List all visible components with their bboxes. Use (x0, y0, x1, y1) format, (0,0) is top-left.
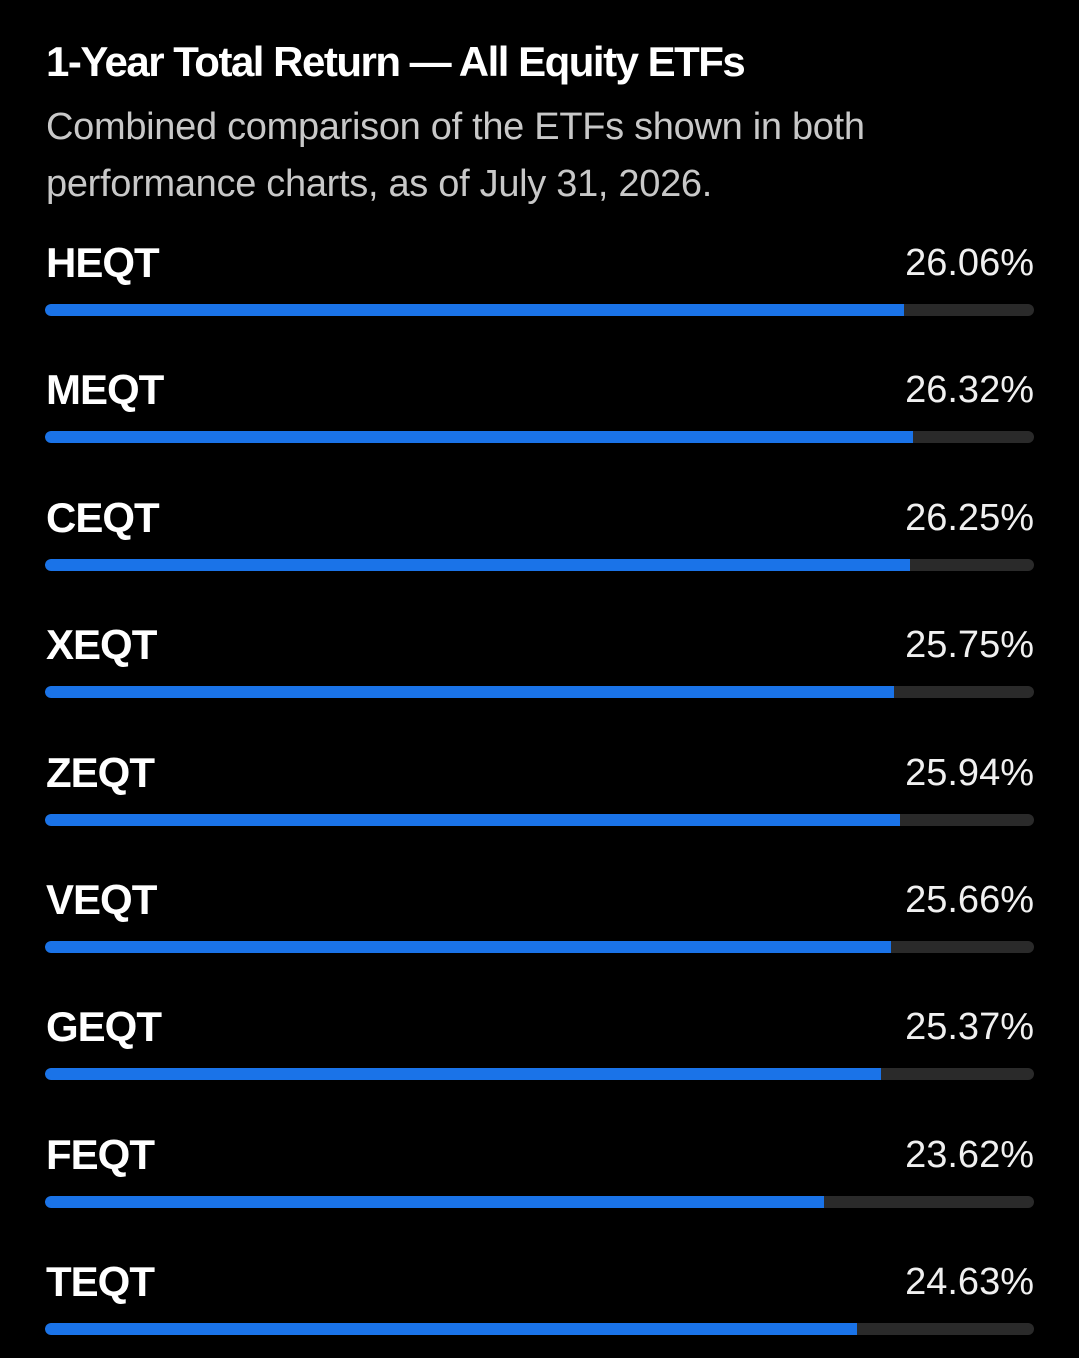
category-label: MEQT (46, 366, 164, 414)
bar (45, 431, 913, 444)
value-label: 23.62% (905, 1133, 1034, 1176)
category-label: VEQT (46, 876, 157, 923)
bar-track (45, 558, 1034, 571)
bar (45, 686, 894, 699)
value-label: 25.94% (905, 751, 1034, 794)
bar (45, 558, 911, 571)
category-label: FEQT (46, 1130, 155, 1178)
chart-title: 1-Year Total Return — All Equity ETFs (46, 38, 746, 85)
value-label: 24.63% (905, 1261, 1034, 1304)
category-label: ZEQT (46, 748, 155, 796)
bar-track (45, 304, 1034, 316)
value-label: 26.32% (905, 369, 1034, 412)
category-label: HEQT (46, 239, 160, 286)
chart-subtitle: Combined comparison of the ETFs shown in… (46, 106, 865, 205)
bar (45, 1323, 857, 1336)
bar-track (45, 1323, 1034, 1336)
value-label: 26.25% (905, 496, 1034, 539)
bar (45, 304, 905, 316)
bar-track (45, 431, 1034, 444)
category-label: GEQT (46, 1003, 162, 1051)
bar-track (45, 1068, 1034, 1081)
category-label: TEQT (46, 1258, 155, 1306)
bar (45, 1195, 824, 1208)
value-label: 25.37% (905, 1006, 1034, 1049)
bar-track (45, 813, 1034, 826)
value-label: 25.75% (905, 624, 1034, 667)
bar-track (45, 686, 1034, 699)
bar (45, 1068, 882, 1081)
category-label: XEQT (46, 621, 157, 669)
category-label: CEQT (46, 493, 160, 541)
bar-track (45, 941, 1034, 953)
value-label: 25.66% (905, 879, 1034, 921)
bar (45, 813, 901, 826)
value-label: 26.06% (905, 242, 1034, 284)
bar-track (45, 1195, 1034, 1208)
bar (45, 941, 891, 953)
